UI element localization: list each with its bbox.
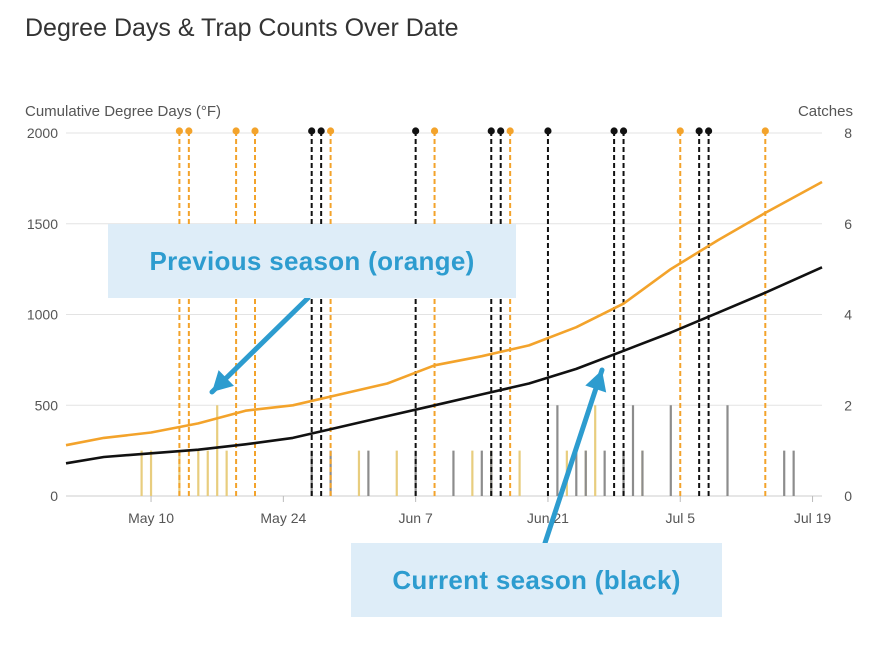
current-trap-event-marker [412,127,420,135]
current-callout-arrow-head [585,370,607,393]
y-tick-label: 2000 [27,125,58,141]
current-trap-event-marker [705,127,713,135]
current-callout-arrow-shaft [542,367,605,546]
degree-day-lines-layer [65,180,823,465]
chart-title: Degree Days & Trap Counts Over Date [25,14,459,42]
previous-trap-event-marker [251,127,259,135]
x-tick-label: Jun 21 [527,510,569,526]
x-tick-label: May 10 [128,510,174,526]
current-trap-event-marker [544,127,552,135]
trap-event-lines-layer [175,127,769,496]
previous-trap-event-marker [676,127,684,135]
current-season-callout: Current season (black) [351,543,722,617]
grid-layer [66,132,822,497]
y2-tick-label: 4 [844,307,852,323]
current-trap-event-marker [619,127,628,135]
y2-tick-label: 0 [844,488,852,504]
previous-trap-event-marker [185,127,193,135]
y2-tick-label: 8 [844,125,852,141]
catch-bars-layer [140,405,795,496]
y2-tick-label: 6 [844,216,852,232]
previous-callout-arrow-shaft [209,295,311,395]
current-trap-event-marker [610,127,618,135]
previous-degree-days-line [65,180,823,447]
callout-arrows-layer [209,295,607,546]
previous-trap-event-marker [430,127,439,135]
current-trap-event-marker [497,127,505,135]
current-trap-event-marker [695,127,703,135]
y2-axis-label: Catches [798,103,853,120]
y-tick-label: 1000 [27,307,58,323]
previous-trap-event-marker [232,127,240,135]
x-tick-label: Jul 19 [794,510,832,526]
current-trap-event-marker [317,127,325,135]
y-axis-label: Cumulative Degree Days (°F) [25,103,221,120]
previous-callout-arrow-head [212,370,234,392]
x-tick-label: May 24 [260,510,306,526]
current-degree-days-line [65,266,823,465]
current-trap-event-marker [308,127,316,135]
previous-season-callout: Previous season (orange) [108,224,516,298]
previous-trap-event-marker [506,127,514,135]
previous-trap-event-marker [327,127,335,135]
current-trap-event-marker [487,127,495,135]
axis-ticks-layer: 0 500 1000 1500 2000 0 2 4 6 8 May 10 May 24 Jun 7 Ju… [27,125,852,526]
previous-trap-event-marker [175,127,183,135]
y-tick-label: 0 [50,488,58,504]
y2-tick-label: 2 [844,397,852,413]
y-tick-label: 1500 [27,216,58,232]
x-tick-label: Jun 7 [399,510,433,526]
x-tick-label: Jul 5 [665,510,695,526]
previous-trap-event-marker [761,127,769,135]
y-tick-label: 500 [35,397,59,413]
